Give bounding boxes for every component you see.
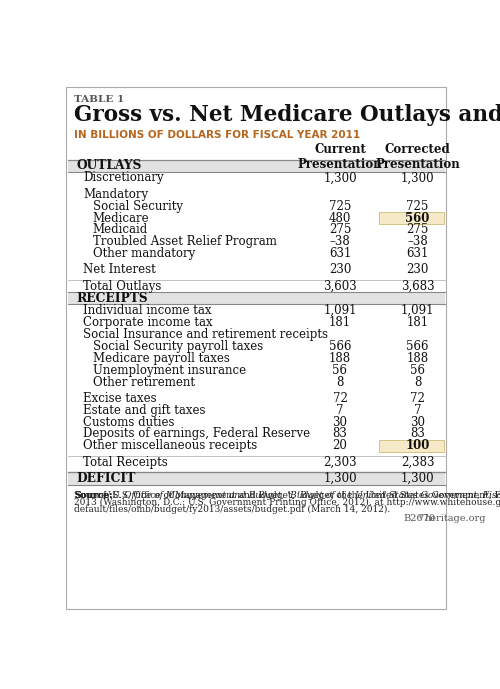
Text: 566: 566 <box>328 340 351 353</box>
Text: 72: 72 <box>410 391 425 404</box>
Text: DEFICIT: DEFICIT <box>76 472 136 485</box>
Text: 3,603: 3,603 <box>323 280 357 293</box>
Text: 72: 72 <box>332 391 347 404</box>
Text: Social Security payroll taxes: Social Security payroll taxes <box>92 340 263 353</box>
Text: Other mandatory: Other mandatory <box>92 247 195 260</box>
Text: Other retirement: Other retirement <box>92 376 194 389</box>
Text: 480: 480 <box>329 212 351 225</box>
Text: TABLE 1: TABLE 1 <box>74 95 124 104</box>
Text: 8: 8 <box>414 376 421 389</box>
Text: 56: 56 <box>332 364 347 377</box>
Text: 188: 188 <box>406 351 428 364</box>
Text: Individual income tax: Individual income tax <box>84 304 212 317</box>
Text: 8: 8 <box>336 376 344 389</box>
Text: Corrected
Presentation: Corrected Presentation <box>375 143 460 171</box>
Text: –38: –38 <box>407 236 428 248</box>
Text: Medicare payroll taxes: Medicare payroll taxes <box>92 351 230 364</box>
Text: 30: 30 <box>410 415 425 429</box>
Bar <box>378 440 444 451</box>
Text: 230: 230 <box>329 263 351 276</box>
Text: 566: 566 <box>406 340 428 353</box>
Text: 83: 83 <box>410 427 425 440</box>
Text: U.S. Office of Management and Budget, ’Budget of the United States Government, F: U.S. Office of Management and Budget, ’B… <box>100 491 500 500</box>
Text: Deposits of earnings, Federal Reserve: Deposits of earnings, Federal Reserve <box>84 427 310 440</box>
Text: Medicare: Medicare <box>92 212 150 225</box>
Text: RECEIPTS: RECEIPTS <box>76 291 148 305</box>
Text: 188: 188 <box>329 351 351 364</box>
Text: Social Security: Social Security <box>92 200 182 213</box>
Text: Excise taxes: Excise taxes <box>84 391 157 404</box>
Bar <box>378 212 444 224</box>
Text: 181: 181 <box>329 316 351 329</box>
Text: Total Receipts: Total Receipts <box>84 455 168 469</box>
Text: B2670: B2670 <box>404 514 436 523</box>
Text: default/files/omb/budget/fy2013/assets/budget.pdf (March 14, 2012).: default/files/omb/budget/fy2013/assets/b… <box>74 504 390 514</box>
Text: 100: 100 <box>406 440 429 453</box>
Text: 631: 631 <box>329 247 351 260</box>
Text: 56: 56 <box>410 364 425 377</box>
Text: Current
Presentation: Current Presentation <box>298 143 382 171</box>
Text: 30: 30 <box>332 415 347 429</box>
Bar <box>68 160 444 172</box>
Text: Medicaid: Medicaid <box>92 223 148 236</box>
Text: Estate and gift taxes: Estate and gift taxes <box>84 404 206 417</box>
Bar <box>68 292 444 305</box>
Text: 1,091: 1,091 <box>323 304 356 317</box>
Text: Source:: Source: <box>74 491 112 500</box>
Text: 1,091: 1,091 <box>400 304 434 317</box>
Text: 7: 7 <box>336 404 344 417</box>
Text: 275: 275 <box>406 223 428 236</box>
Text: 1,300: 1,300 <box>400 172 434 185</box>
Text: 2,383: 2,383 <box>400 455 434 469</box>
Text: 230: 230 <box>406 263 428 276</box>
Text: 725: 725 <box>406 200 428 213</box>
Text: 83: 83 <box>332 427 347 440</box>
Text: Other miscellaneous receipts: Other miscellaneous receipts <box>84 440 258 453</box>
Text: 181: 181 <box>406 316 428 329</box>
Text: Troubled Asset Relief Program: Troubled Asset Relief Program <box>92 236 276 248</box>
Text: 725: 725 <box>329 200 351 213</box>
Text: 275: 275 <box>329 223 351 236</box>
Text: Corporate income tax: Corporate income tax <box>84 316 213 329</box>
Text: Net Interest: Net Interest <box>84 263 156 276</box>
Text: 3,683: 3,683 <box>400 280 434 293</box>
Text: 1,300: 1,300 <box>400 472 434 485</box>
Bar <box>68 472 444 484</box>
Text: Customs duties: Customs duties <box>84 415 175 429</box>
Text: 631: 631 <box>406 247 428 260</box>
Text: Source: U.S. Office of Management and Budget, ’Budget of the United States Gover: Source: U.S. Office of Management and Bu… <box>74 491 500 500</box>
Text: –38: –38 <box>330 236 350 248</box>
Text: Gross vs. Net Medicare Outlays and Receipts: Gross vs. Net Medicare Outlays and Recei… <box>74 104 500 126</box>
Text: 7: 7 <box>414 404 421 417</box>
Text: Social Insurance and retirement receipts: Social Insurance and retirement receipts <box>84 328 328 341</box>
Text: heritage.org: heritage.org <box>424 514 486 523</box>
Text: Discretionary: Discretionary <box>84 172 164 185</box>
Text: Unemployment insurance: Unemployment insurance <box>92 364 246 377</box>
Text: Total Outlays: Total Outlays <box>84 280 162 293</box>
Text: Mandatory: Mandatory <box>84 187 148 200</box>
Text: 1,300: 1,300 <box>323 472 357 485</box>
Text: OUTLAYS: OUTLAYS <box>76 159 142 172</box>
Text: 560: 560 <box>406 212 429 225</box>
Text: 2,303: 2,303 <box>323 455 357 469</box>
Text: IN BILLIONS OF DOLLARS FOR FISCAL YEAR 2011: IN BILLIONS OF DOLLARS FOR FISCAL YEAR 2… <box>74 130 360 141</box>
Text: 20: 20 <box>332 440 347 453</box>
Text: 2013 (Washington, D.C.: U.S. Government Printing Office, 2012), at http://www.wh: 2013 (Washington, D.C.: U.S. Government … <box>74 497 500 507</box>
Text: 1,300: 1,300 <box>323 172 357 185</box>
Text: Source:: Source: <box>74 491 112 500</box>
